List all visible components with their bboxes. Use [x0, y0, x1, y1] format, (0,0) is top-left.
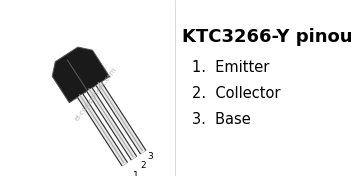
Text: 3: 3: [147, 152, 153, 161]
Text: 2: 2: [140, 161, 146, 170]
Polygon shape: [52, 47, 110, 103]
Text: 3.  Base: 3. Base: [192, 112, 251, 127]
Text: KTC3266-Y pinout: KTC3266-Y pinout: [182, 28, 351, 46]
Text: 1.  Emitter: 1. Emitter: [192, 60, 269, 75]
Text: el-component.com: el-component.com: [74, 66, 118, 122]
Text: 1: 1: [133, 171, 139, 176]
Text: 2.  Collector: 2. Collector: [192, 86, 280, 101]
